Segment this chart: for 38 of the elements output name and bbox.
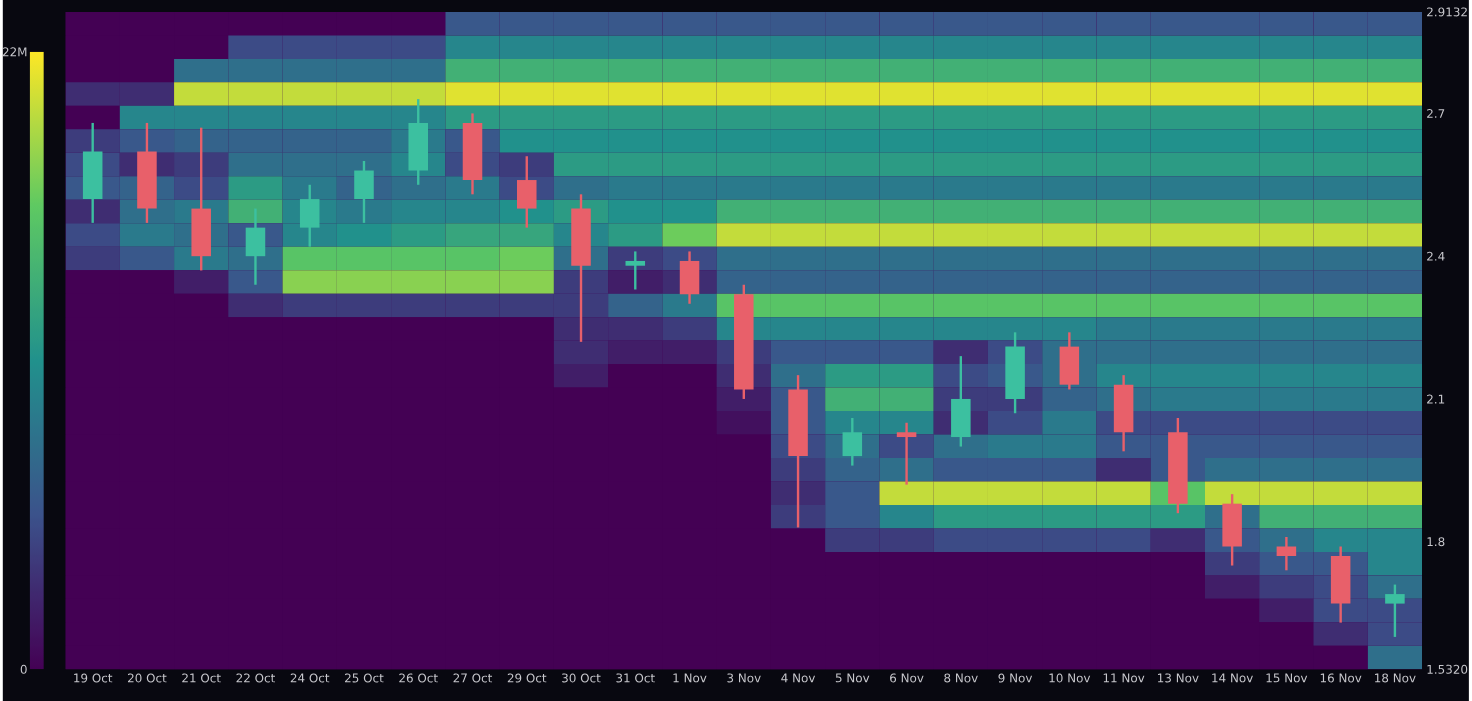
x-tick-label: 20 Oct bbox=[127, 673, 167, 683]
x-tick-label: 21 Oct bbox=[182, 673, 221, 683]
x-tick-label: 14 Nov bbox=[1212, 673, 1253, 683]
x-tick-label: 30 Oct bbox=[562, 673, 601, 683]
candlestick bbox=[1276, 535, 1297, 572]
x-tick-label: 22 Oct bbox=[236, 673, 275, 683]
x-tick-label: 13 Nov bbox=[1158, 673, 1199, 683]
x-tick-label: 6 Nov bbox=[890, 673, 924, 683]
x-tick-label: 4 Nov bbox=[781, 673, 816, 683]
x-tick-label: 24 Oct bbox=[290, 673, 330, 683]
x-tick-label: 9 Nov bbox=[998, 673, 1033, 683]
x-tick-label: 16 Nov bbox=[1320, 673, 1362, 683]
x-tick-label: 19 Oct bbox=[74, 673, 113, 683]
x-tick-label: 15 Nov bbox=[1266, 673, 1308, 683]
color-bar-label: 22M bbox=[2, 47, 27, 57]
x-tick-label: 10 Nov bbox=[1049, 673, 1091, 683]
color-bar-label: 0 bbox=[20, 664, 27, 674]
candlestick bbox=[1385, 583, 1405, 639]
y-tick-label: 2.1 bbox=[1427, 394, 1445, 404]
y-tick-label: 1.5320 bbox=[1427, 664, 1468, 674]
x-tick-label: 3 Nov bbox=[727, 673, 761, 683]
y-tick-label: 2.9132 bbox=[1427, 7, 1467, 17]
x-tick-label: 25 Oct bbox=[345, 673, 384, 683]
y-tick-label: 2.4 bbox=[1427, 251, 1445, 261]
x-tick-label: 1 Nov bbox=[673, 673, 707, 683]
candlestick bbox=[896, 421, 917, 486]
x-tick-label: 29 Oct bbox=[507, 673, 547, 683]
x-tick-label: 5 Nov bbox=[835, 673, 870, 683]
x-tick-label: 27 Oct bbox=[453, 673, 493, 683]
y-tick-label: 2.7 bbox=[1427, 108, 1445, 118]
x-tick-label: 26 Oct bbox=[399, 673, 438, 683]
candlestick bbox=[842, 416, 863, 467]
x-tick-label: 11 Nov bbox=[1103, 673, 1145, 683]
x-tick-label: 31 Oct bbox=[616, 673, 655, 683]
x-tick-label: 8 Nov bbox=[944, 673, 978, 683]
x-tick-label: 18 Nov bbox=[1375, 673, 1416, 683]
y-tick-label: 1.8 bbox=[1427, 537, 1445, 547]
candlestick bbox=[625, 250, 646, 291]
